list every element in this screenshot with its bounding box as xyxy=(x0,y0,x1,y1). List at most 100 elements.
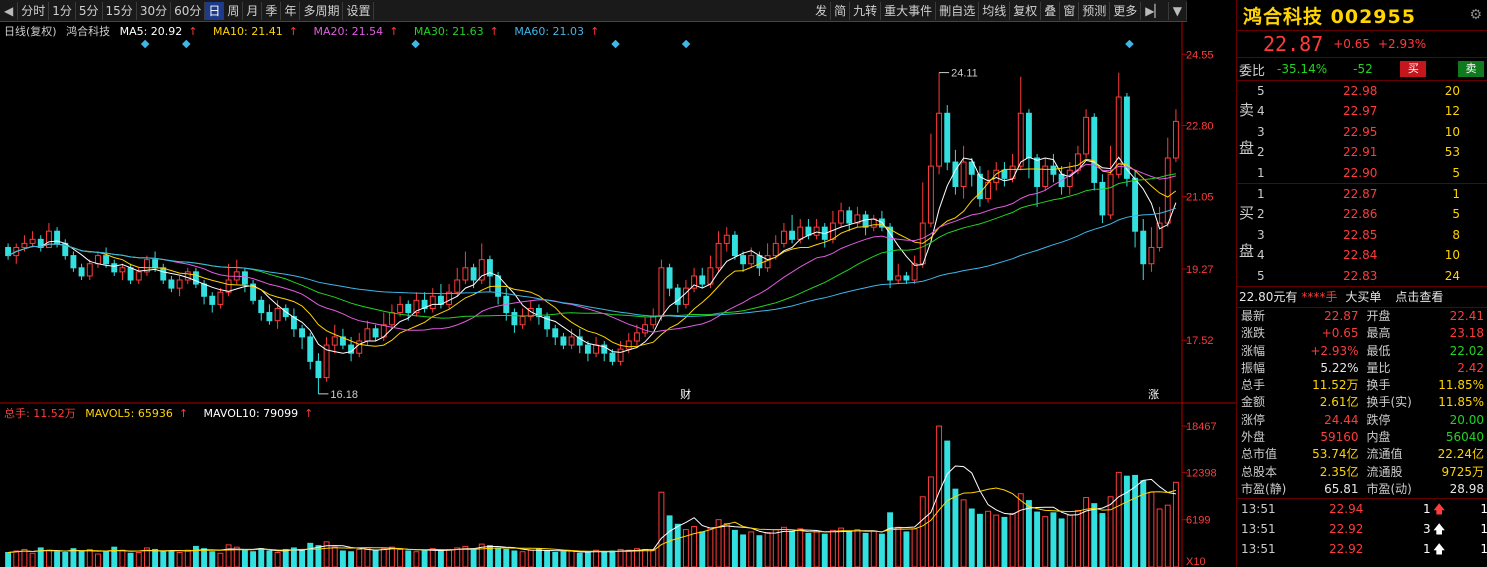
book-level: 1 xyxy=(1257,165,1265,180)
book-level: 5 xyxy=(1257,84,1265,98)
period-tab-2[interactable]: 5分 xyxy=(76,1,103,20)
stat-row: 涨幅 +2.93% 最低 22.02 xyxy=(1237,343,1487,360)
tool-button-4[interactable]: 刪自选 xyxy=(936,1,980,20)
book-row[interactable]: 2 22.86 5 xyxy=(1253,204,1487,224)
period-tabs: 分时 1分 5分 15分 30分 60分日周月季年多周期 设置 xyxy=(18,1,375,20)
volume-bar xyxy=(1017,493,1024,567)
volume-bar xyxy=(307,542,314,567)
toolbar-collapse-icon[interactable]: ▶▏ xyxy=(1141,1,1169,20)
tool-button-0[interactable]: 发 xyxy=(812,1,832,20)
book-row[interactable]: 1 22.87 1 xyxy=(1253,184,1487,204)
tool-button-8[interactable]: 窗 xyxy=(1060,1,1080,20)
volume-bar xyxy=(299,549,306,567)
volume-bar xyxy=(658,491,665,567)
book-row[interactable]: 5 22.83 24 xyxy=(1253,266,1487,286)
stat-row: 总市值 53.74亿 流通值 22.24亿 xyxy=(1237,446,1487,463)
tool-button-9[interactable]: 预测 xyxy=(1079,1,1111,20)
ask-side-label: 卖盘 xyxy=(1239,101,1255,157)
tool-button-7[interactable]: 叠 xyxy=(1041,1,1061,20)
period-tab-3[interactable]: 15分 xyxy=(103,1,137,20)
volume-bar xyxy=(454,547,461,567)
gear-icon[interactable]: ⚙ xyxy=(1469,7,1482,23)
volume-unit-label: X10 xyxy=(1186,556,1206,567)
toolbar-dropdown-icon[interactable]: ▼ xyxy=(1169,1,1187,20)
book-row[interactable]: 2 22.91 53 xyxy=(1253,142,1487,162)
candle-body xyxy=(511,312,518,326)
volume-bar xyxy=(478,543,485,567)
book-level: 4 xyxy=(1257,248,1265,263)
period-tab-8[interactable]: 月 xyxy=(243,1,263,20)
volume-bar xyxy=(593,549,600,567)
period-tab-11[interactable]: 多周期 xyxy=(300,1,344,20)
click-view-link[interactable]: 点击查看 xyxy=(1395,290,1444,304)
stat-key: 换手(实) xyxy=(1366,395,1412,410)
volume-bar xyxy=(119,549,126,567)
tool-button-1[interactable]: 简 xyxy=(831,1,851,20)
period-tab-10[interactable]: 年 xyxy=(281,1,301,20)
book-row[interactable]: 3 22.95 10 xyxy=(1253,122,1487,142)
book-row[interactable]: 1 22.90 5 xyxy=(1253,163,1487,183)
event-diamond-icon xyxy=(1125,39,1134,49)
tool-button-2[interactable]: 九转 xyxy=(850,1,882,20)
period-tab-9[interactable]: 季 xyxy=(262,1,282,20)
kline-svg[interactable]: 24.55 22.80 21.05 19.27 17.52 18467 12398 6199 X… xyxy=(0,22,1236,567)
period-tab-12[interactable]: 设置 xyxy=(343,1,375,20)
candle-body xyxy=(674,287,681,305)
candle-body xyxy=(21,242,28,248)
stat-key: 涨停 xyxy=(1241,412,1266,427)
book-price: 22.86 xyxy=(1343,207,1378,222)
buy-button[interactable]: 买 xyxy=(1400,61,1427,77)
sell-button[interactable]: 卖 xyxy=(1458,61,1484,77)
book-price: 22.95 xyxy=(1343,124,1378,139)
period-tab-0[interactable]: 分时 xyxy=(18,1,50,20)
period-tab-5[interactable]: 60分 xyxy=(171,1,206,20)
volume-bar xyxy=(560,551,567,567)
volume-bar xyxy=(364,547,371,567)
period-tab-6[interactable]: 日 xyxy=(205,1,225,20)
tool-button-6[interactable]: 复权 xyxy=(1010,1,1042,20)
limit-up-marker: 涨 xyxy=(1148,388,1159,401)
book-row[interactable]: 3 22.85 8 xyxy=(1253,225,1487,245)
legend-stock-name: 鸿合科技 xyxy=(66,25,111,38)
volume-bar xyxy=(372,549,379,567)
volume-bar xyxy=(29,552,36,567)
tool-button-10[interactable]: 更多 xyxy=(1110,1,1142,20)
volume-legend: 总手: 11.52万 MAVOL5: 65936 ↑ MAVOL10: 79099… xyxy=(4,405,325,421)
finance-marker: 财 xyxy=(680,387,691,401)
stat-value: 24.44 xyxy=(1324,412,1359,427)
stat-key: 总股本 xyxy=(1241,464,1278,479)
candle-body xyxy=(911,263,918,281)
period-tab-4[interactable]: 30分 xyxy=(137,1,172,20)
ma30-line xyxy=(7,173,1176,319)
candle-body xyxy=(258,299,265,314)
period-tab-7[interactable]: 周 xyxy=(224,1,244,20)
big-order-price: 22.80元有 xyxy=(1239,290,1298,304)
candle-body xyxy=(748,255,755,265)
candle-body xyxy=(568,336,575,346)
stat-row: 振幅 5.22% 量比 2.42 xyxy=(1237,360,1487,377)
book-row[interactable]: 4 22.97 12 xyxy=(1253,101,1487,121)
candle-body xyxy=(699,275,706,285)
candle-body xyxy=(388,312,395,326)
volume-bar xyxy=(486,545,493,567)
book-price: 22.83 xyxy=(1343,268,1378,283)
stat-row: 市盈(静) 65.81 市盈(动) 28.98 xyxy=(1237,481,1487,498)
ma20-line xyxy=(7,163,1177,333)
volume-bar xyxy=(86,548,93,567)
stat-key: 跌停 xyxy=(1366,412,1391,427)
tick-list: 13:51 22.94 1 🡅 1 13:51 22.92 3 🡅 1 13:51 22.92 1 🡅 1 xyxy=(1237,498,1487,559)
candle-body xyxy=(609,352,616,362)
book-row[interactable]: 4 22.84 10 xyxy=(1253,245,1487,265)
candle-body xyxy=(658,267,665,318)
tool-button-3[interactable]: 重大事件 xyxy=(881,1,937,20)
candle-body xyxy=(797,226,804,240)
current-price: 22.87 xyxy=(1263,32,1324,56)
tool-button-5[interactable]: 均线 xyxy=(979,1,1011,20)
period-tab-1[interactable]: 1分 xyxy=(49,1,76,20)
stat-row: 金额 2.61亿 换手(实) 11.85% xyxy=(1237,394,1487,411)
book-row[interactable]: 5 22.98 20 xyxy=(1253,81,1487,101)
candle-body xyxy=(740,255,747,265)
toolbar-left-arrow-icon[interactable]: ◀ xyxy=(0,1,19,20)
volume-bar xyxy=(797,528,804,567)
volume-bar xyxy=(1050,512,1057,567)
